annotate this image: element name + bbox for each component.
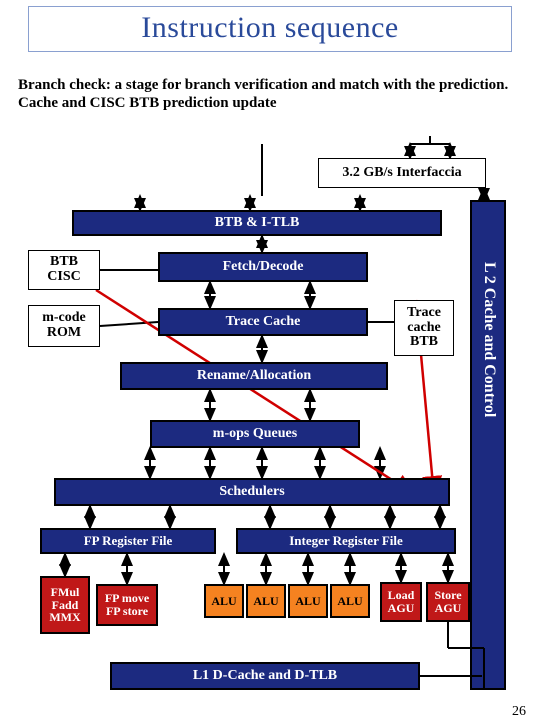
node-trace_btb: Trace cache BTB xyxy=(394,300,454,356)
node-ucode: m-code ROM xyxy=(28,305,100,347)
l2-cache-label: L 2 Cache and Control xyxy=(480,262,498,417)
node-fetch: Fetch/Decode xyxy=(158,252,368,282)
node-fp_reg: FP Register File xyxy=(40,528,216,554)
l2-cache-box: L 2 Cache and Control xyxy=(470,200,506,690)
title-box: Instruction sequence xyxy=(28,6,512,52)
node-btb_itlb: BTB & I-TLB xyxy=(72,210,442,236)
node-fmul: FMul Fadd MMX xyxy=(40,576,90,634)
node-uops: m-ops Queues xyxy=(150,420,360,448)
page-title: Instruction sequence xyxy=(39,11,501,45)
node-store: Store AGU xyxy=(426,582,470,622)
node-alu2: ALU xyxy=(288,584,328,618)
node-alu3: ALU xyxy=(330,584,370,618)
page-number: 26 xyxy=(512,704,526,720)
node-interfaccia: 3.2 GB/s Interfaccia xyxy=(318,158,486,188)
node-schedulers: Schedulers xyxy=(54,478,450,506)
node-int_reg: Integer Register File xyxy=(236,528,456,554)
node-fpmove: FP move FP store xyxy=(96,584,158,626)
node-load: Load AGU xyxy=(380,582,422,622)
node-alu1: ALU xyxy=(246,584,286,618)
node-rename: Rename/Allocation xyxy=(120,362,388,390)
node-btb_cisc: BTB CISC xyxy=(28,250,100,290)
node-l1d: L1 D-Cache and D-TLB xyxy=(110,662,420,690)
subtitle-text: Branch check: a stage for branch verific… xyxy=(18,76,522,112)
architecture-diagram: L 2 Cache and Control 3.2 GB/s Interfacc… xyxy=(10,130,530,720)
node-alu0: ALU xyxy=(204,584,244,618)
node-trace_cache: Trace Cache xyxy=(158,308,368,336)
